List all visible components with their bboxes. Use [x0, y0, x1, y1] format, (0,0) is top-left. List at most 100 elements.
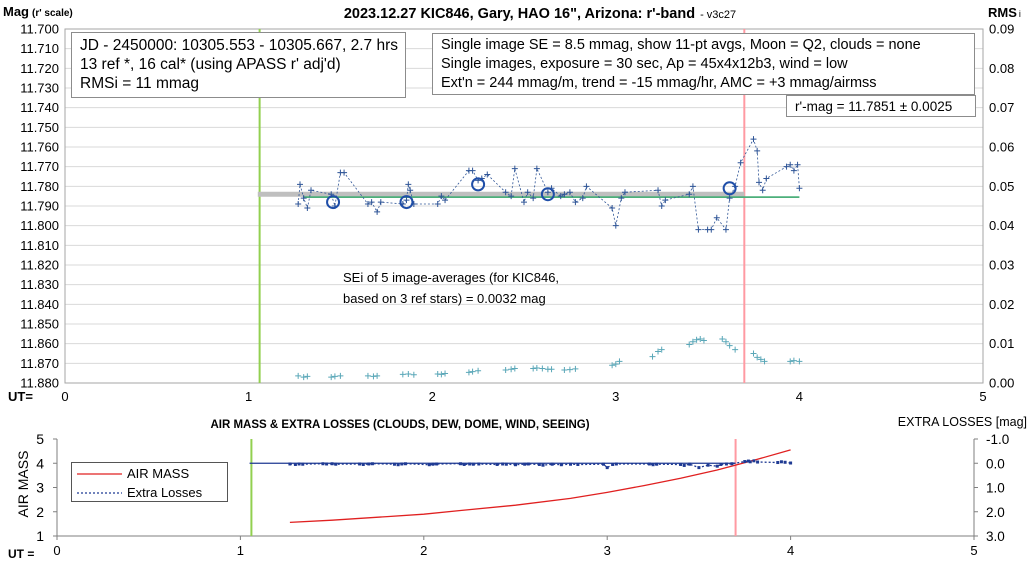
magnitude-point [756, 179, 763, 186]
extra-losses-point [688, 462, 692, 466]
rmsi-point [511, 365, 518, 372]
magnitude-point [655, 187, 662, 194]
magnitude-point [686, 191, 693, 198]
y-right-tick-label: 0.05 [989, 179, 1014, 194]
extra-losses-axis-label: EXTRA LOSSES [mag] [898, 415, 1027, 429]
legend-label: Extra Losses [127, 485, 203, 500]
rmsi-point [796, 358, 803, 365]
rmsi-point [649, 353, 656, 360]
rmsi-point [410, 371, 417, 378]
magnitude-point [754, 147, 761, 154]
rmag-value: r'-mag = 11.7851 ± 0.0025 [795, 99, 953, 114]
y-tick-label: 11.870 [20, 356, 59, 371]
magnitude-point [364, 201, 371, 208]
magnitude-point [374, 208, 381, 215]
rmsi-point [790, 357, 797, 364]
magnitude-point [621, 189, 628, 196]
y-right-tick-label: 0.01 [989, 336, 1014, 351]
y-tick-label: 11.790 [20, 199, 59, 214]
magnitude-point [405, 181, 412, 188]
info-line: SEi of 5 image-averages (for KIC846, [343, 270, 560, 285]
x-tick-label: 1 [237, 543, 244, 558]
extra-losses-point [611, 462, 615, 466]
extra-losses-point [462, 462, 466, 466]
extra-losses-point [748, 460, 752, 464]
rmsi-point [328, 374, 335, 381]
magnitude-point [737, 159, 744, 166]
extra-losses-point [477, 462, 481, 466]
y-tick-label: 11.780 [20, 179, 59, 194]
rmsi-point [465, 369, 472, 376]
magnitude-point [368, 199, 375, 206]
rmsi-point [787, 358, 794, 365]
magnitude-point [300, 195, 307, 202]
magnitude-point [502, 189, 509, 196]
extra-losses-point [501, 462, 505, 466]
extra-losses-point [495, 462, 499, 466]
x-tick-label: 3 [604, 543, 611, 558]
extra-losses-point [682, 463, 686, 467]
extra-losses-point [746, 459, 750, 463]
rmsi-point [686, 341, 693, 348]
rmsi-point [539, 365, 546, 372]
rmsi-point [719, 335, 726, 342]
extra-losses-point [576, 462, 580, 466]
magnitude-point [662, 197, 669, 204]
magnitude-point [572, 199, 579, 206]
magnitude-point [508, 193, 515, 200]
x-axis-label-2: UT = [8, 547, 34, 561]
series [249, 449, 793, 524]
extra-losses-point [367, 462, 371, 466]
extra-losses-point [431, 462, 435, 466]
magnitude-point [750, 136, 757, 143]
magnitude-point [297, 181, 304, 188]
rmsi-point [304, 373, 311, 380]
rmsi-point [754, 354, 761, 361]
info-line: based on 3 ref stars) = 0.0032 mag [343, 291, 546, 306]
extra-losses-point [293, 462, 297, 466]
extra-losses-point [370, 462, 374, 466]
rmsi-point [722, 338, 729, 345]
extra-losses-point [537, 462, 541, 466]
magnitude-point [695, 226, 702, 233]
rmsi-point [331, 373, 338, 380]
x-tick-label: 4 [787, 543, 794, 558]
y-tick-label: 11.830 [20, 277, 59, 292]
tick-labels: 11.700 11.710 11.720 11.730 11.740 11.750 11.7… [20, 22, 1014, 405]
y-tick-label: 11.840 [20, 297, 59, 312]
extra-losses-point [706, 463, 710, 467]
magnitude-point [763, 175, 770, 182]
rmsi-point [442, 370, 449, 377]
y-tick-label: 2 [36, 504, 44, 520]
x-tick-label: 3 [612, 389, 619, 404]
magnitude-point [484, 171, 491, 178]
airmass-axis-label: AIR MASS [15, 451, 31, 518]
y-right-tick-label: 0.0 [986, 456, 1005, 471]
y-right-tick-label: -1.0 [986, 432, 1009, 447]
plot-area-frame [64, 28, 984, 384]
magnitude-point [304, 204, 311, 211]
x-tick-label: 1 [245, 389, 252, 404]
rmsi-point [655, 348, 662, 355]
extra-losses-point [789, 461, 793, 465]
y-tick-label: 11.760 [20, 140, 59, 155]
extra-losses-point [730, 462, 734, 466]
extra-losses-point [330, 462, 334, 466]
rmsi-point [508, 366, 515, 373]
rmsi-point [732, 346, 739, 353]
average-marker [722, 181, 737, 196]
rmsi-point [295, 372, 302, 379]
extra-losses-point [297, 462, 301, 466]
extra-losses-point [392, 462, 396, 466]
y-right-tick-label: 0.08 [989, 61, 1014, 76]
magnitude-point [438, 193, 445, 200]
y-tick-label: 11.850 [20, 317, 59, 332]
extra-losses-point [301, 462, 305, 466]
y-tick-label: 11.860 [20, 336, 59, 351]
extra-losses-point [435, 462, 439, 466]
rmsi-point [658, 346, 665, 353]
x-tick-label: 0 [61, 389, 68, 404]
magnitude-point [612, 222, 619, 229]
info-line: JD - 2450000: 10305.553 - 10305.667, 2.7… [80, 37, 398, 54]
